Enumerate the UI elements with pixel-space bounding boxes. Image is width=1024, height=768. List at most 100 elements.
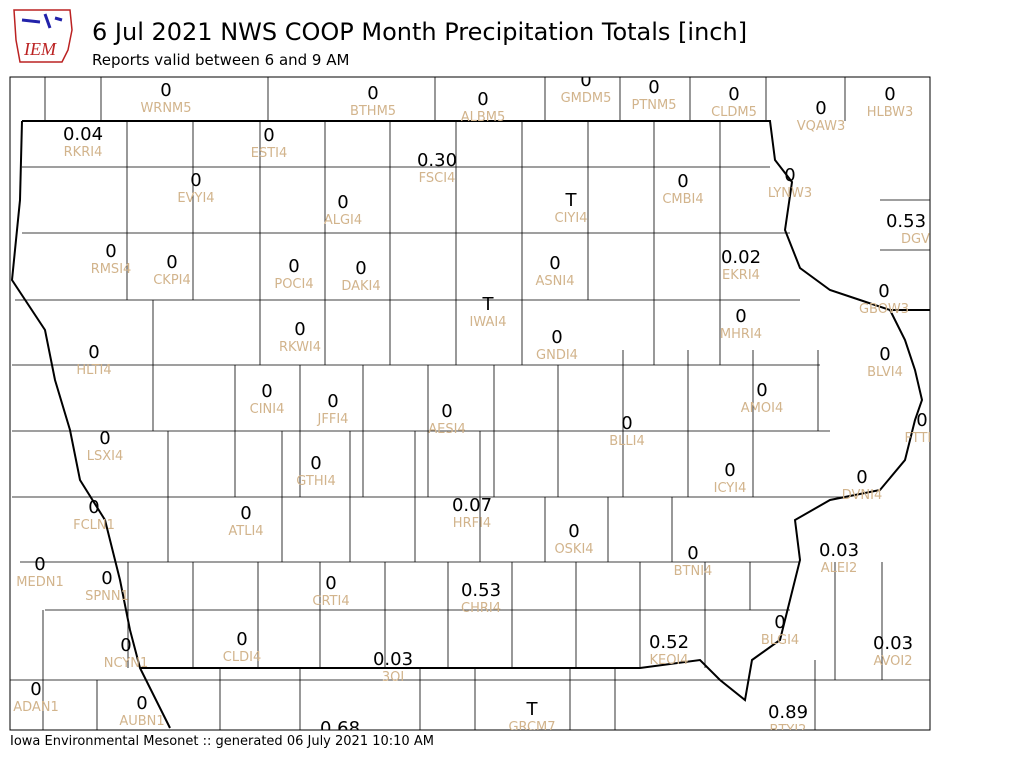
station-value: 0 — [88, 497, 99, 518]
station-value: 0 — [815, 98, 826, 119]
station-id: BLVI4 — [867, 365, 903, 380]
station-id: GMDM5 — [561, 91, 612, 106]
station-value: 0.52 — [649, 632, 689, 653]
station-id: MEDN1 — [16, 575, 63, 590]
station-value: 0 — [878, 281, 889, 302]
station-id: CMBI4 — [662, 192, 703, 207]
station-id: HLTI4 — [76, 363, 111, 378]
station-id: RMSI4 — [91, 262, 132, 277]
station-value: T — [526, 699, 539, 720]
station-value: 0 — [355, 258, 366, 279]
station-id: VQAW3 — [797, 119, 845, 134]
station-value: 0 — [580, 70, 591, 91]
station-id: SPNN1 — [85, 589, 129, 604]
station-value: 0 — [621, 413, 632, 434]
station-id: AESI4 — [428, 422, 465, 437]
station-value: 0 — [916, 410, 927, 431]
station-value: 0 — [477, 89, 488, 110]
station-id: GTHI4 — [296, 474, 335, 489]
station-value: 0.03 — [373, 649, 413, 670]
station-id: ALEI2 — [821, 561, 857, 576]
station-value: 0 — [677, 171, 688, 192]
station-value: 0 — [568, 521, 579, 542]
station-value: 0 — [240, 503, 251, 524]
station-id: AMOI4 — [741, 401, 783, 416]
station-id: BTYI2 — [770, 723, 807, 738]
station-value: 0 — [30, 679, 41, 700]
station-id: GBOW3 — [859, 302, 909, 317]
station-id: ALGI4 — [324, 213, 362, 228]
station-id: MHRI4 — [720, 327, 762, 342]
station-id: AUBN1 — [119, 714, 164, 729]
station-value: 0 — [101, 568, 112, 589]
station-id: ALBM5 — [461, 110, 506, 125]
station-value: 0 — [261, 381, 272, 402]
station-value: 0.03 — [873, 633, 913, 654]
station-value: 0 — [288, 256, 299, 277]
station-value: 0 — [190, 170, 201, 191]
station-value: 0 — [294, 319, 305, 340]
station-value: 0.89 — [768, 702, 808, 723]
station-id: EKRI4 — [722, 268, 760, 283]
station-value: T — [565, 190, 578, 211]
station-value: 0 — [756, 380, 767, 401]
station-id: ATLI4 — [228, 524, 263, 539]
station-value: 0 — [648, 77, 659, 98]
station-id: DVNI4 — [842, 488, 883, 503]
station-value: 0 — [724, 460, 735, 481]
station-value: 0 — [136, 693, 147, 714]
station-id: LSXI4 — [87, 449, 124, 464]
station-value: 0.30 — [417, 150, 457, 171]
station-value: 0 — [884, 84, 895, 105]
station-id: FTTI2 — [904, 431, 939, 446]
logo: IEM — [13, 9, 73, 63]
station-value: T — [482, 294, 495, 315]
station-value: 0 — [99, 428, 110, 449]
station-id: CKPI4 — [153, 273, 191, 288]
station-id: JFFI4 — [317, 412, 349, 427]
station-value: 0 — [879, 344, 890, 365]
station-id: 3OI — [382, 670, 404, 685]
station-id: KEOI4 — [649, 653, 688, 668]
station-id: DAKI4 — [341, 279, 380, 294]
station-id: AVOI2 — [873, 654, 912, 669]
station-id: RKWI4 — [279, 340, 321, 355]
station-value: 0 — [327, 391, 338, 412]
station-id: CLDI4 — [223, 650, 261, 665]
station-id: LYNW3 — [768, 186, 812, 201]
station-value: 0 — [263, 125, 274, 146]
station-id: NCYN1 — [104, 656, 149, 671]
station-value: 0 — [784, 165, 795, 186]
station-id: PTNM5 — [632, 98, 677, 113]
station-value: 0 — [441, 401, 452, 422]
station-value: 0 — [236, 629, 247, 650]
station-id: WRNM5 — [140, 101, 191, 116]
station-value: 0 — [160, 80, 171, 101]
station-id: GNDI4 — [536, 348, 578, 363]
station-id: IWAI4 — [470, 315, 507, 330]
station-value: 0 — [120, 635, 131, 656]
station-value: 0.02 — [721, 247, 761, 268]
station-id: ADAN1 — [13, 700, 59, 715]
station-value: 0 — [310, 453, 321, 474]
station-value: 0 — [856, 467, 867, 488]
station-id: DGVW3 — [901, 232, 951, 247]
station-id: HRFI4 — [453, 516, 491, 531]
station-id: RKRI4 — [64, 145, 103, 160]
station-value: 0.03 — [819, 540, 859, 561]
station-value: 0 — [367, 83, 378, 104]
title: 6 Jul 2021 NWS COOP Month Precipitation … — [92, 18, 747, 46]
map-frame — [9, 76, 931, 731]
station-id: OSKI4 — [554, 542, 593, 557]
station-id: BTHM5 — [350, 104, 396, 119]
station-value: 0.53 — [886, 211, 926, 232]
station-id: CHRI4 — [461, 601, 501, 616]
station-value: 0 — [735, 306, 746, 327]
station-value: 0 — [166, 252, 177, 273]
station-id: CRTI4 — [312, 594, 349, 609]
station-value: 0.07 — [452, 495, 492, 516]
station-value: 0 — [728, 84, 739, 105]
station-id: CINI4 — [250, 402, 285, 417]
